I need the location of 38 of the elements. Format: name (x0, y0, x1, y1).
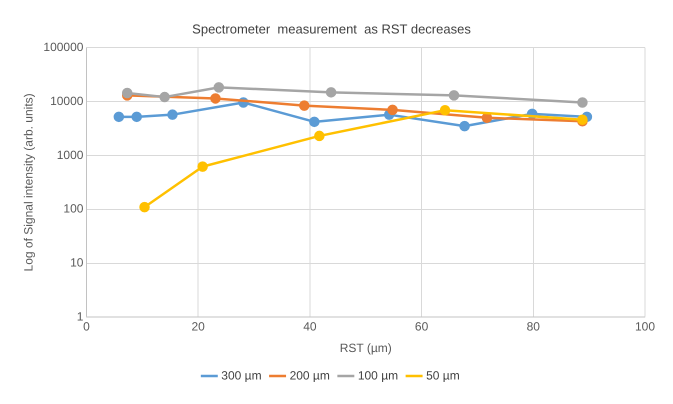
point (440, 104, 450, 116)
y-tick-label: 100000 (43, 40, 84, 54)
point (326, 87, 336, 98)
point (167, 109, 178, 120)
point (210, 93, 221, 104)
y-tick-label: 1 (76, 310, 84, 324)
x-tick-label: 80 (526, 320, 540, 334)
x-tick-label: 40 (303, 320, 317, 334)
point (197, 161, 208, 172)
point (459, 120, 470, 132)
point (122, 88, 132, 98)
point (114, 112, 124, 122)
x-tick-label: 100 (634, 320, 656, 334)
legend-label: 50 µm (426, 368, 460, 382)
point (387, 104, 398, 116)
point (139, 202, 150, 212)
point (314, 130, 325, 142)
y-tick-label: 10000 (50, 94, 84, 108)
y-tick-label: 10 (70, 256, 84, 270)
point (309, 116, 320, 128)
legend-label: 200 µm (290, 368, 330, 382)
point (577, 97, 588, 108)
y-tick-label: 1000 (56, 148, 84, 162)
legend-label: 100 µm (358, 368, 398, 382)
y-axis-title: Log of Signal intensity (arb. units) (22, 93, 36, 272)
point (131, 112, 142, 122)
point (214, 82, 224, 93)
legend-label: 300 µm (221, 368, 262, 382)
point (448, 90, 460, 101)
point (159, 92, 170, 102)
x-tick-label: 20 (191, 320, 206, 334)
point (299, 100, 310, 111)
x-tick-label: 60 (414, 320, 429, 334)
y-tick-label: 100 (63, 202, 84, 216)
x-tick-label: 0 (83, 320, 90, 334)
point (482, 112, 492, 123)
chart-title: Spectrometer measurement as RST decreases (192, 21, 472, 36)
x-axis-title: RST (µm) (340, 341, 392, 356)
